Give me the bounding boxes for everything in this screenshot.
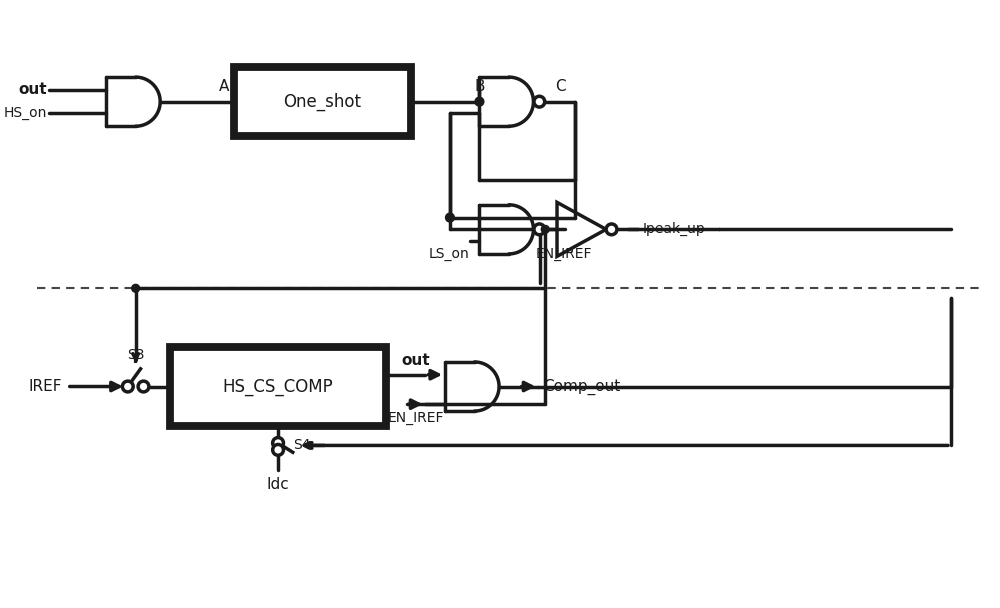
Text: S3: S3 — [127, 348, 144, 362]
Text: Ipeak_up: Ipeak_up — [642, 223, 705, 237]
Text: EN_IREF: EN_IREF — [535, 247, 592, 261]
Circle shape — [534, 224, 545, 235]
Circle shape — [606, 224, 617, 235]
Bar — [170, 347, 386, 426]
Circle shape — [122, 381, 133, 392]
Circle shape — [446, 213, 454, 222]
Text: C: C — [555, 79, 566, 94]
Circle shape — [541, 226, 549, 233]
Text: B: B — [474, 79, 485, 94]
Circle shape — [138, 381, 149, 392]
Text: Comp_out: Comp_out — [543, 378, 621, 395]
Circle shape — [273, 438, 283, 448]
Text: LS_on: LS_on — [429, 247, 470, 261]
Text: S4: S4 — [293, 438, 310, 452]
Text: HS_CS_COMP: HS_CS_COMP — [223, 378, 333, 396]
Text: EN_IREF: EN_IREF — [387, 411, 444, 425]
Text: out: out — [19, 82, 47, 97]
Text: IREF: IREF — [28, 379, 62, 394]
Circle shape — [534, 96, 545, 107]
Circle shape — [132, 285, 140, 292]
Text: A: A — [219, 79, 229, 94]
Bar — [234, 67, 411, 136]
Circle shape — [273, 444, 283, 455]
Text: Idc: Idc — [267, 477, 289, 492]
Text: One_shot: One_shot — [283, 92, 361, 111]
Circle shape — [475, 97, 484, 106]
Text: HS_on: HS_on — [4, 106, 47, 120]
Text: out: out — [401, 353, 430, 368]
